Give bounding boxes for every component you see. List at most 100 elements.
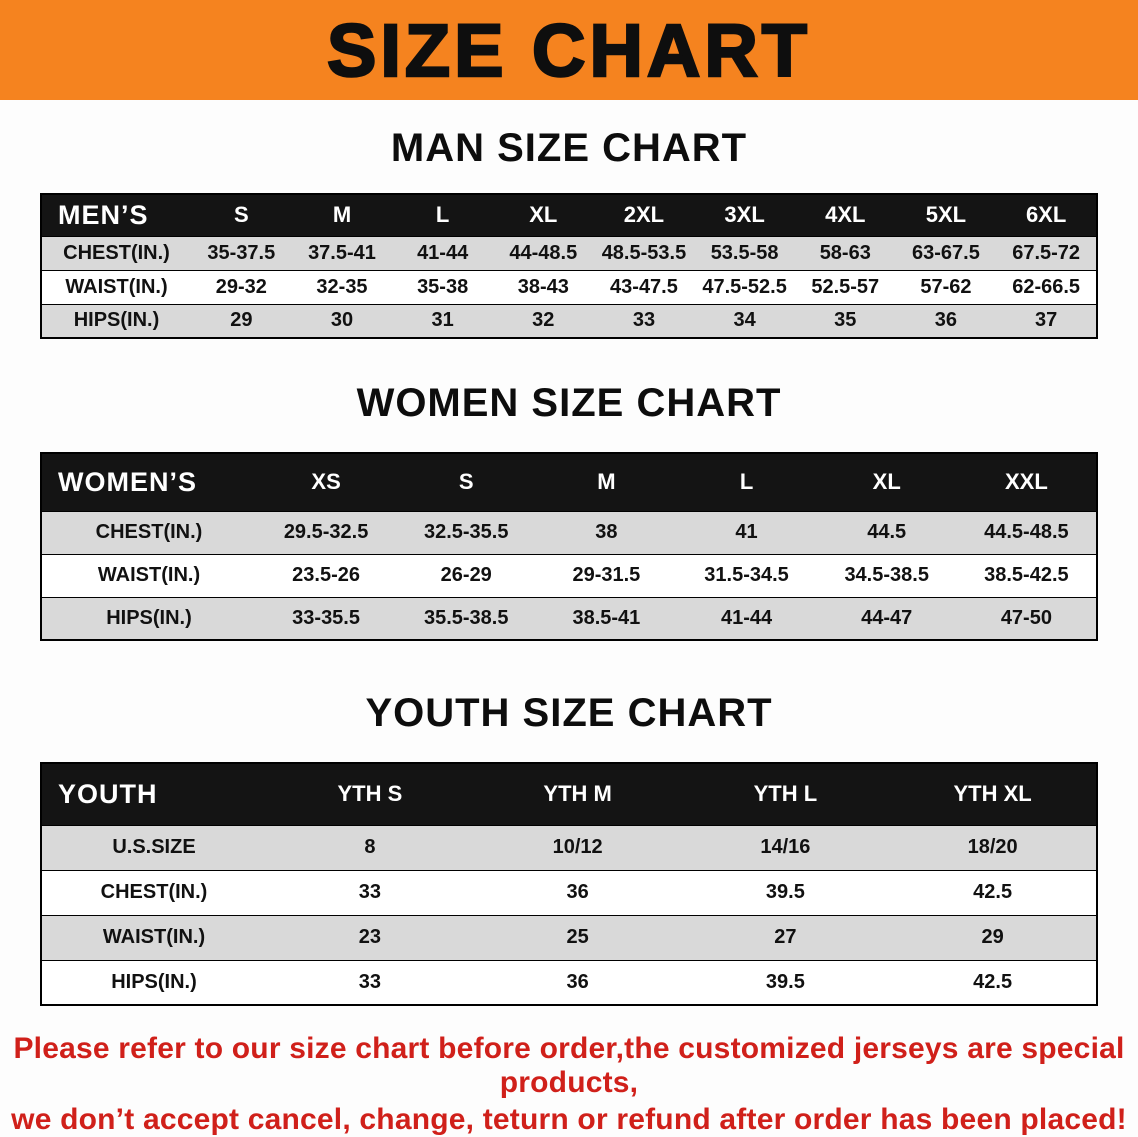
- youth-row: HIPS(IN.) 33 36 39.5 42.5: [41, 960, 1097, 1005]
- youth-row-label: CHEST(IN.): [100, 881, 208, 903]
- women-row-label: CHEST(IN.): [95, 521, 203, 543]
- men-value-cell: 35-38: [417, 275, 469, 298]
- men-value-cell: 38-43: [517, 275, 569, 298]
- youth-row-label: WAIST(IN.): [102, 926, 206, 948]
- women-size-chart-section: WOMEN SIZE CHART WOMEN’S XS S M L XL XXL CHEST(…: [0, 381, 1138, 641]
- women-header-cell-m: M: [597, 469, 616, 495]
- men-row-label: WAIST(IN.): [65, 275, 168, 298]
- men-header-cell-6xl: 6XL: [1025, 202, 1067, 228]
- women-value-cell: 33-35.5: [292, 606, 360, 629]
- men-value-cell: 53.5-58: [710, 241, 779, 264]
- men-value-cell: 36: [934, 309, 958, 332]
- youth-row-label: U.S.SIZE: [112, 836, 196, 858]
- youth-value-cell: 14/16: [760, 836, 811, 858]
- women-value-cell: 44.5: [867, 521, 907, 543]
- women-row-label: WAIST(IN.): [97, 564, 201, 586]
- women-header-row: WOMEN’S XS S M L XL XXL: [41, 453, 1097, 511]
- men-value-cell: 29: [230, 309, 253, 332]
- men-value-cell: 31: [431, 309, 454, 332]
- women-value-cell: 44.5-48.5: [984, 521, 1069, 543]
- women-value-cell: 32.5-35.5: [423, 521, 509, 543]
- youth-value-cell: 18/20: [967, 836, 1018, 858]
- men-value-cell: 29-32: [215, 275, 267, 298]
- men-value-cell: 37: [1035, 309, 1058, 332]
- men-value-cell: 47.5-52.5: [702, 275, 787, 298]
- women-value-cell: 35.5-38.5: [423, 606, 509, 629]
- men-header-cell-4xl: 4XL: [825, 202, 866, 228]
- youth-value-cell: 23: [358, 926, 381, 948]
- men-row: WAIST(IN.) 29-32 32-35 35-38 38-43 43-47.5 47.…: [41, 270, 1097, 304]
- youth-header-cell-yth-m: YTH M: [543, 781, 612, 807]
- youth-value-cell: 33: [358, 881, 381, 903]
- men-value-cell: 32: [532, 309, 555, 332]
- youth-row: CHEST(IN.) 33 36 39.5 42.5: [41, 870, 1097, 915]
- youth-value-cell: 33: [358, 970, 381, 993]
- men-header-cell-label: MEN’S: [58, 199, 149, 230]
- banner: SIZE CHART: [0, 0, 1138, 100]
- women-row: CHEST(IN.) 29.5-32.5 32.5-35.5 38 41 44.5 44.5…: [41, 511, 1097, 554]
- youth-value-cell: 36: [566, 881, 589, 903]
- youth-size-table: YOUTH YTH S YTH M YTH L YTH XL U.S.SIZE 8 10/12…: [40, 762, 1098, 1006]
- women-header-cell-xs: XS: [311, 469, 341, 495]
- youth-row-label: HIPS(IN.): [111, 970, 197, 993]
- men-header-cell-3xl: 3XL: [724, 202, 765, 228]
- youth-value-cell: 10/12: [552, 836, 603, 858]
- women-value-cell: 41: [735, 521, 758, 543]
- youth-value-cell: 42.5: [973, 970, 1013, 993]
- women-value-cell: 38.5-42.5: [984, 564, 1069, 586]
- women-row: WAIST(IN.) 23.5-26 26-29 29-31.5 31.5-34.5 34…: [41, 554, 1097, 597]
- women-value-cell: 38.5-41: [572, 606, 641, 629]
- disclaimer-line-2: we don’t accept cancel, change, teturn o…: [11, 1103, 1127, 1136]
- youth-header-cell-label: YOUTH: [58, 778, 158, 809]
- youth-value-cell: 27: [774, 926, 797, 948]
- women-value-cell: 26-29: [440, 564, 492, 586]
- men-header-cell-l: L: [435, 202, 450, 228]
- women-value-cell: 34.5-38.5: [844, 564, 929, 586]
- women-value-cell: 29-31.5: [572, 564, 641, 586]
- men-header-row: MEN’S S M L XL 2XL 3XL 4XL 5XL 6XL: [41, 194, 1097, 236]
- men-row-label: HIPS(IN.): [73, 309, 160, 332]
- men-value-cell: 35: [834, 309, 857, 332]
- women-value-cell: 23.5-26: [292, 564, 360, 586]
- women-value-cell: 31.5-34.5: [704, 564, 789, 586]
- women-value-cell: 41-44: [720, 606, 773, 629]
- youth-value-cell: 29: [981, 926, 1004, 948]
- men-value-cell: 57-62: [920, 275, 972, 298]
- men-chart-heading: MAN SIZE CHART: [390, 126, 748, 170]
- men-value-cell: 30: [330, 309, 354, 332]
- men-value-cell: 62-66.5: [1012, 275, 1081, 298]
- men-header-cell-xl: XL: [529, 202, 558, 228]
- men-value-cell: 52.5-57: [811, 275, 880, 298]
- women-header-cell-l: L: [739, 469, 754, 495]
- youth-header-cell-yth-xl: YTH XL: [953, 781, 1032, 807]
- youth-header-cell-yth-s: YTH S: [337, 781, 403, 807]
- men-value-cell: 63-67.5: [912, 241, 980, 264]
- content: MAN SIZE CHART MEN’S S M L XL 2XL 3XL 4XL 5XL 6XL…: [0, 126, 1138, 1006]
- women-size-table: WOMEN’S XS S M L XL XXL CHEST(IN.) 29.5-32.5 32.5…: [40, 452, 1098, 641]
- youth-size-chart-section: YOUTH SIZE CHART YOUTH YTH S YTH M YTH L YTH…: [0, 691, 1138, 1006]
- women-chart-heading: WOMEN SIZE CHART: [356, 381, 782, 425]
- men-row-label: CHEST(IN.): [63, 241, 170, 264]
- men-header-cell-m: M: [332, 202, 352, 228]
- men-value-cell: 34: [733, 309, 756, 332]
- women-header-cell-xl: XL: [872, 469, 901, 495]
- youth-row: WAIST(IN.) 23 25 27 29: [41, 915, 1097, 960]
- men-row: CHEST(IN.) 35-37.5 37.5-41 41-44 44-48.5 48.5…: [41, 236, 1097, 270]
- youth-header-row: YOUTH YTH S YTH M YTH L YTH XL: [41, 763, 1097, 825]
- men-value-cell: 33: [632, 309, 656, 332]
- women-value-cell: 47-50: [1000, 606, 1052, 629]
- youth-header-cell-yth-l: YTH L: [753, 781, 818, 807]
- youth-value-cell: 42.5: [973, 881, 1013, 903]
- men-value-cell: 44-48.5: [509, 241, 578, 264]
- men-header-cell-5xl: 5XL: [925, 202, 967, 228]
- men-value-cell: 41-44: [417, 241, 469, 264]
- women-value-cell: 29.5-32.5: [283, 521, 369, 543]
- men-value-cell: 32-35: [316, 275, 368, 298]
- men-row: HIPS(IN.) 29 30 31 32 33 34 35 36 37: [41, 304, 1097, 338]
- men-value-cell: 37.5-41: [308, 241, 376, 264]
- youth-value-cell: 39.5: [765, 881, 805, 903]
- men-header-cell-s: S: [233, 202, 249, 228]
- youth-value-cell: 36: [566, 970, 589, 993]
- men-value-cell: 67.5-72: [1012, 241, 1081, 264]
